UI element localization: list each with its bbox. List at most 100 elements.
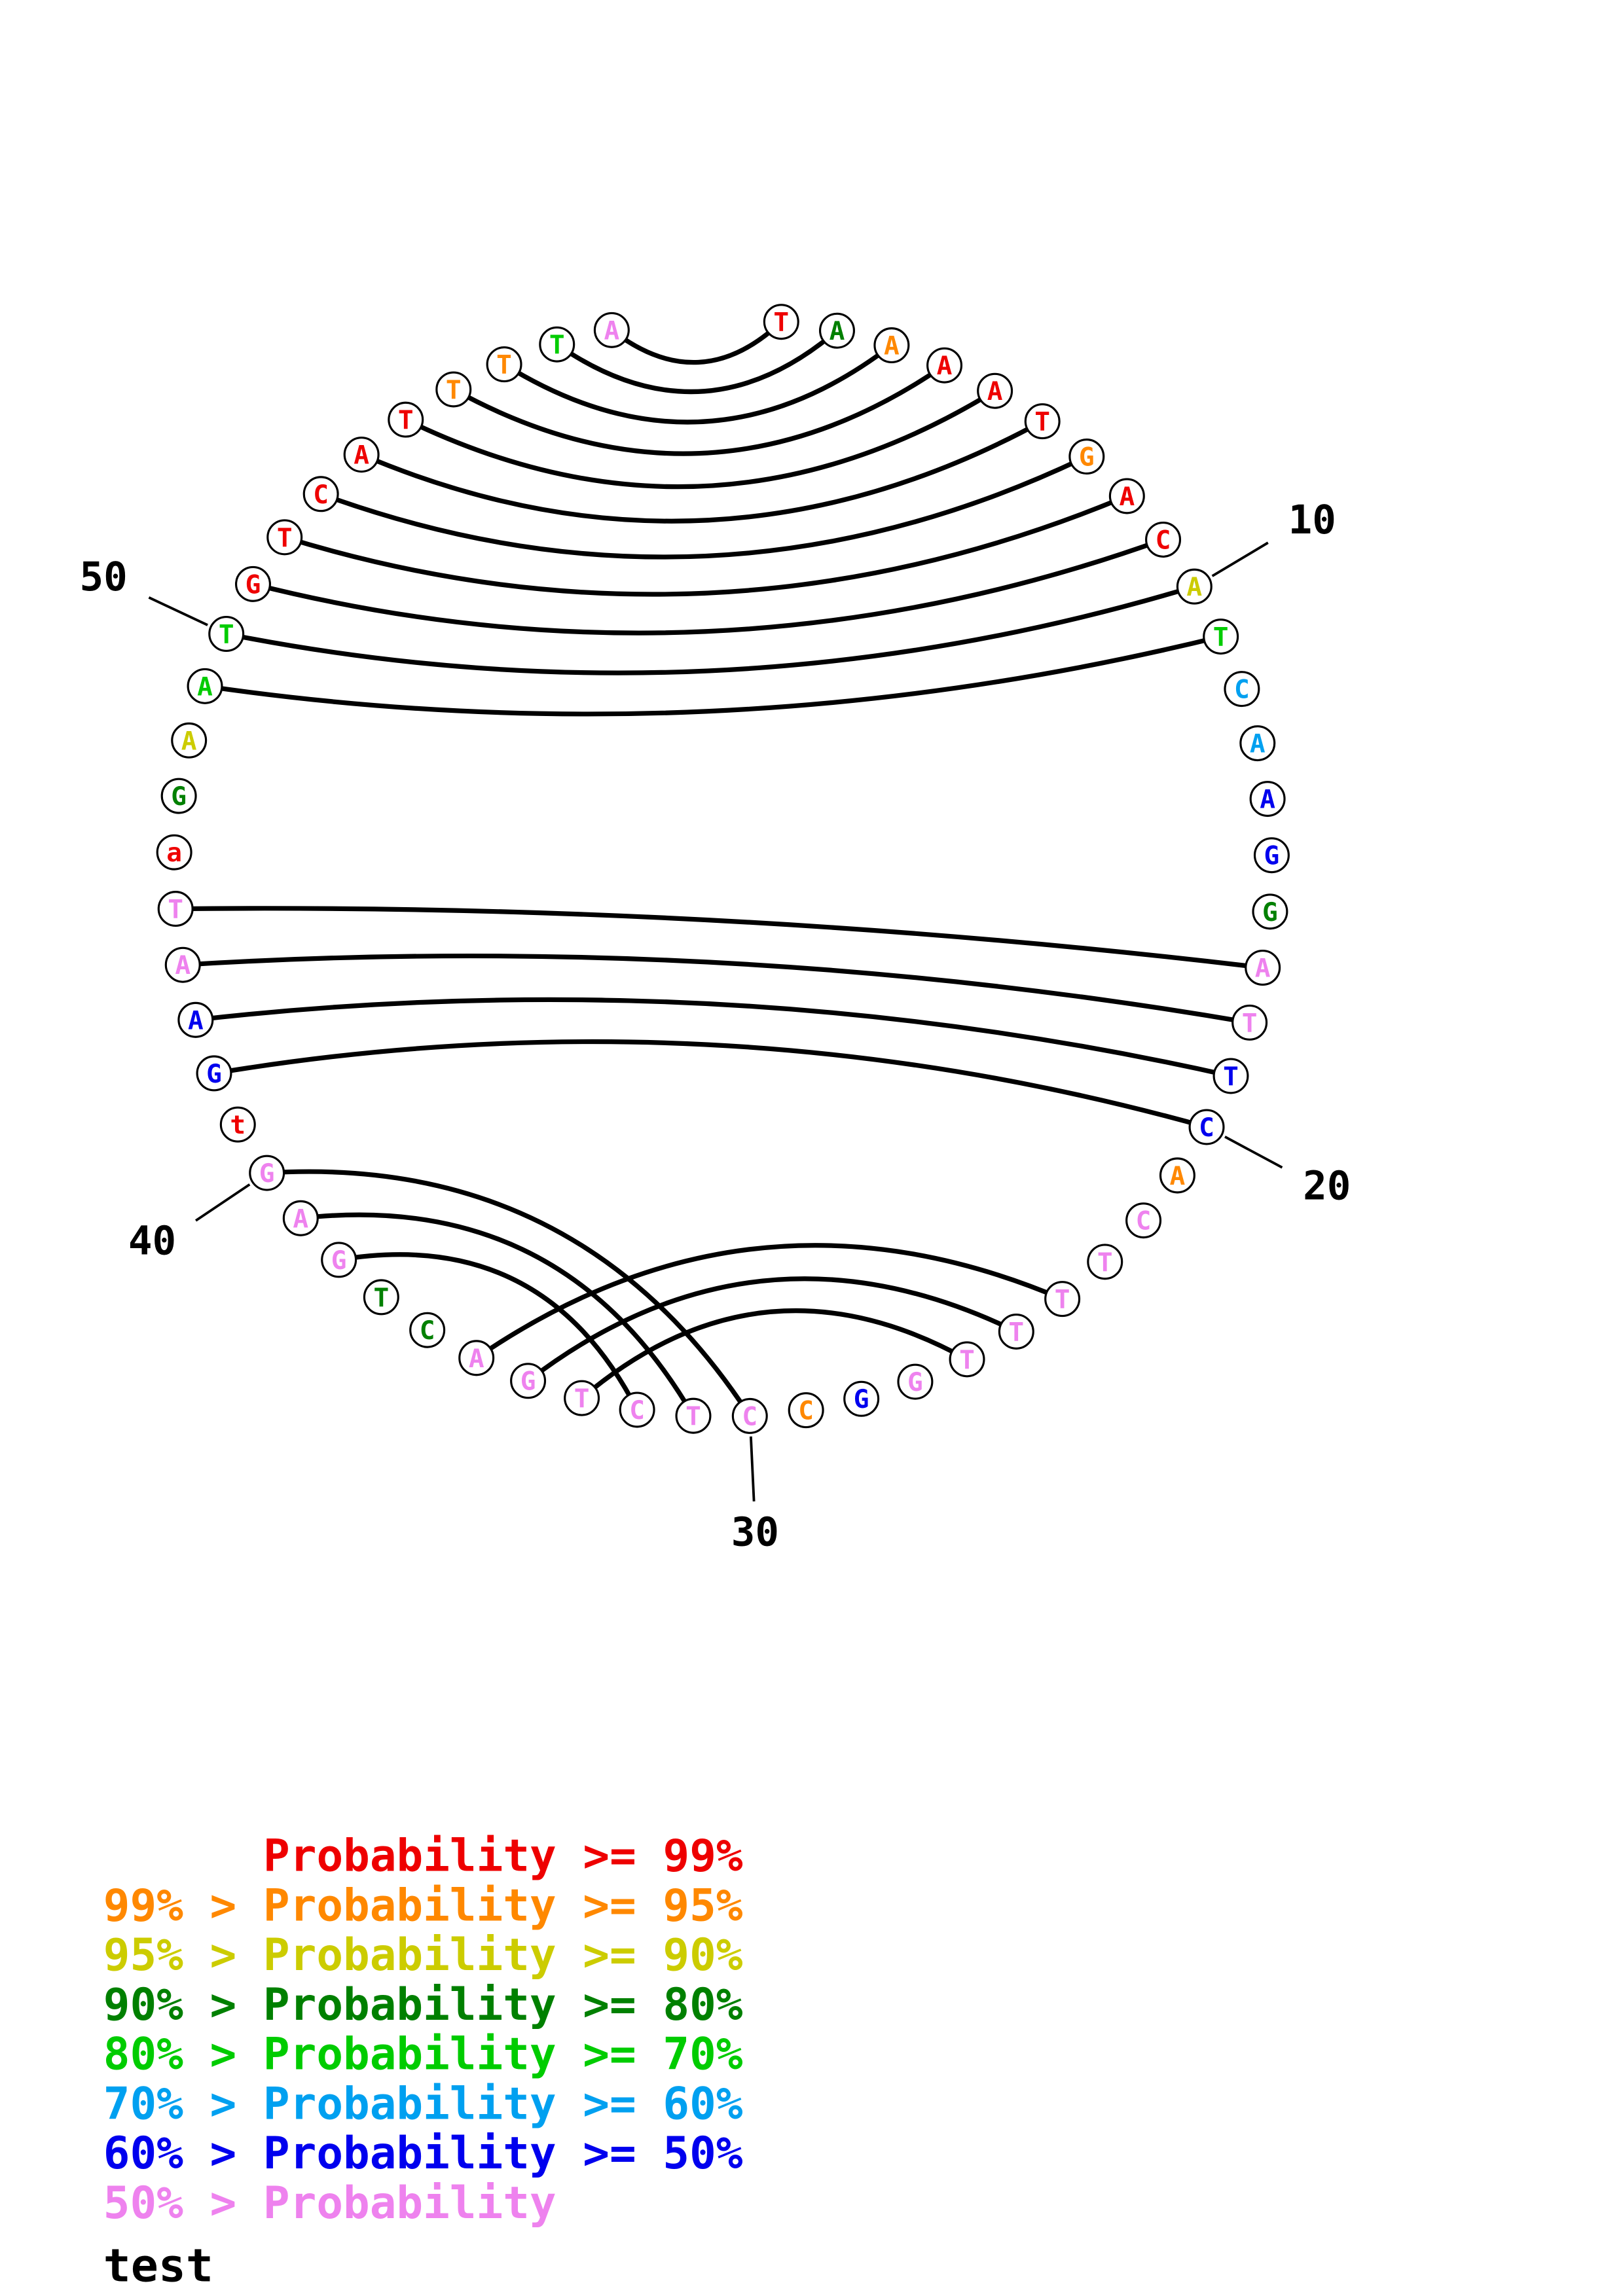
nucleotide-circle: [196, 1055, 232, 1092]
nucleotide-node: A: [926, 347, 963, 384]
nucleotide-node: A: [1245, 949, 1281, 986]
nucleotide-letter: T: [168, 895, 183, 925]
nucleotide-circle: [949, 1341, 985, 1378]
nucleotide-letter: G: [246, 569, 261, 600]
nucleotide-node: T: [435, 371, 472, 408]
nucleotide-letter: t: [230, 1110, 246, 1140]
nucleotide-circle: [510, 1363, 547, 1399]
nucleotide-letter: T: [685, 1401, 701, 1431]
nucleotide-circle: [1231, 1004, 1268, 1041]
nucleotide-letter: T: [398, 405, 414, 435]
nucleotide-letter: T: [773, 308, 789, 338]
nucleotide-circle: [873, 327, 910, 364]
base-pair-arc: [609, 319, 784, 365]
nucleotide-node: G: [160, 778, 197, 814]
nucleotide-circle: [156, 834, 192, 870]
nucleotide-letter: A: [175, 950, 191, 980]
nucleotide-letter: T: [1097, 1247, 1113, 1278]
nucleotide-node: C: [1145, 521, 1182, 558]
nucleotide-circle: [208, 616, 245, 653]
nucleotide-letter: G: [854, 1384, 869, 1414]
nucleotide-circle: [435, 371, 472, 408]
nucleotide-letter: A: [197, 672, 213, 702]
legend-line: 99% > Probability >= 95%: [103, 1879, 743, 1931]
nucleotide-circle: [1203, 619, 1239, 655]
nucleotide-circle: [187, 668, 223, 704]
nucleotide-circle: [302, 476, 339, 512]
nucleotide-node: A: [177, 1001, 214, 1038]
nucleotide-letter: a: [166, 838, 182, 868]
legend-line: 50% > Probability: [103, 2177, 556, 2229]
nucleotide-node: A: [977, 372, 1013, 409]
nucleotide-letter: T: [549, 330, 565, 360]
nucleotide-circle: [539, 326, 575, 363]
nucleotide-letter: C: [629, 1395, 645, 1426]
nucleotide-node: A: [1108, 478, 1145, 514]
nucleotide-circle: [235, 565, 271, 602]
nucleotide-letter: A: [1255, 953, 1271, 983]
nucleotide-node: G: [321, 1242, 357, 1278]
base-pair-arc: [555, 328, 840, 395]
nucleotide-circle: [593, 312, 630, 348]
nucleotide-letter: T: [277, 523, 293, 553]
nucleotide-letter: T: [219, 620, 234, 650]
nucleotide-letter: A: [1250, 729, 1266, 759]
nucleotide-letter: C: [1136, 1206, 1152, 1236]
nucleotide-circle: [388, 401, 424, 438]
legend-line: 95% > Probability >= 90%: [103, 1929, 743, 1981]
nucleotide-letter: C: [1199, 1113, 1214, 1143]
nucleotide-node: G: [235, 565, 271, 602]
nucleotide-letter: A: [469, 1344, 484, 1374]
nucleotide-letter: T: [496, 350, 512, 380]
nucleotide-node: A: [164, 946, 201, 983]
base-pair-arc: [298, 1212, 696, 1418]
nucleotide-node: C: [731, 1397, 768, 1434]
leader-line: [148, 596, 208, 626]
nucleotide-node: G: [1253, 837, 1290, 874]
nucleotide-letter: T: [446, 375, 462, 405]
nucleotide-letter: A: [293, 1204, 308, 1234]
base-pair-arc: [451, 363, 947, 456]
position-labels: 10 20 30 40 50: [79, 497, 1351, 1555]
nucleotide-circle: [1044, 1281, 1081, 1318]
nucleotide-node: A: [458, 1340, 495, 1376]
nucleotide-node: T: [564, 1380, 600, 1416]
nucleotide-node: T: [1203, 619, 1239, 655]
nucleotide-node: G: [196, 1055, 232, 1092]
nucleotide-node: T: [1044, 1281, 1081, 1318]
nucleotide-circle: [164, 946, 201, 983]
legend-line: 60% > Probability >= 50%: [103, 2127, 743, 2179]
nucleotide-letter: A: [181, 726, 197, 756]
nucleotide-node: A: [1249, 781, 1286, 817]
nucleotide-circle: [171, 722, 208, 759]
nucleotide-letter: T: [959, 1345, 975, 1375]
base-pair-arc: [359, 419, 1045, 524]
nucleotide-circle: [619, 1391, 655, 1428]
nucleotide-nodes: T A AAATGACATCAAGGATTCACTTTTGGCCTCTGACTGAG…: [156, 304, 1290, 1434]
nucleotide-circle: [282, 1200, 319, 1236]
nucleotide-circle: [1213, 1058, 1249, 1094]
nucleotide-node: A: [343, 437, 380, 473]
nucleotide-node: T: [1087, 1244, 1123, 1280]
nucleotide-letter: T: [1055, 1285, 1070, 1315]
nucleotide-circle: [177, 1001, 214, 1038]
nucleotide-letter: A: [354, 440, 369, 471]
nucleotide-node: C: [619, 1391, 655, 1428]
nucleotide-node: G: [897, 1363, 934, 1400]
nucleotide-letter: G: [1262, 897, 1278, 927]
nucleotide-letter: G: [1079, 442, 1095, 473]
nucleotide-node: C: [1188, 1109, 1225, 1145]
nucleotide-circle: [157, 891, 194, 927]
nucleotide-letter: T: [1242, 1008, 1258, 1038]
nucleotide-node: T: [539, 326, 575, 363]
nucleotide-circle: [675, 1397, 712, 1434]
nucleotide-circle: [363, 1279, 399, 1316]
nucleotide-circle: [249, 1155, 285, 1191]
nucleotide-letter: G: [171, 781, 187, 812]
nucleotide-node: G: [843, 1380, 880, 1417]
nucleotide-node: T: [949, 1341, 985, 1378]
nucleotide-circle: [926, 347, 963, 384]
nucleotide-circle: [1252, 893, 1288, 930]
leader-line: [1211, 541, 1269, 577]
